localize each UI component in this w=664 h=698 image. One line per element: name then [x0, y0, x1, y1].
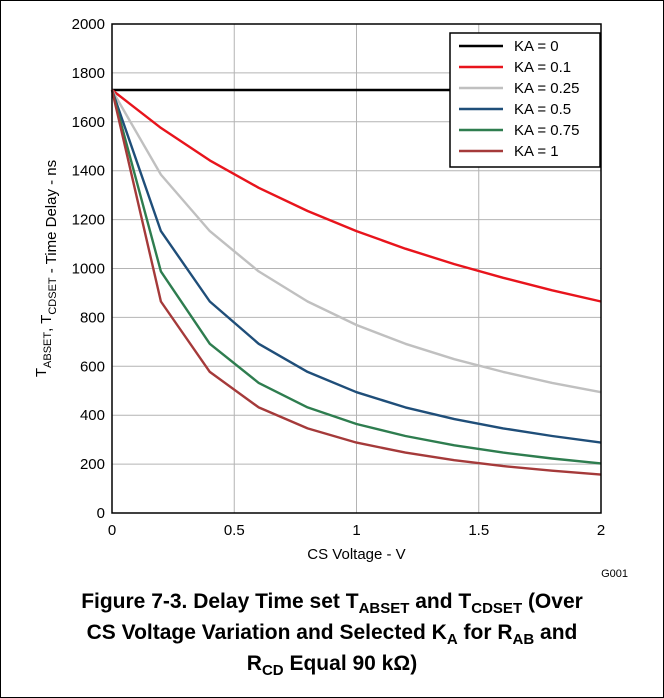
y-tick-label: 600: [80, 358, 105, 375]
y-tick-label: 400: [80, 407, 105, 424]
y-tick-label: 800: [80, 309, 105, 326]
y-tick-label: 1600: [72, 114, 105, 131]
delay-time-chart: 0 0.5 1 1.5 2 0 200 400 600 800 1000 1200 1400 1600 18…: [33, 16, 628, 580]
legend-box: [449, 32, 601, 168]
x-tick-label: 1.5: [468, 522, 489, 539]
legend: KA = 0 KA = 0.1 KA = 0.25 KA = 0.5 KA = 0.75…: [449, 32, 601, 168]
tick-labels: 0 0.5 1 1.5 2 0 200 400 600 800 1000 1200 1400 1600 18…: [72, 16, 606, 539]
caption-line-1: Figure 7-3. Delay Time set TABSET and TC…: [81, 590, 583, 617]
legend-label: KA = 1: [514, 143, 559, 160]
y-tick-label: 200: [80, 456, 105, 473]
caption-line-3: RCD Equal 90 kΩ): [246, 652, 418, 679]
plot-area-border: [111, 23, 602, 514]
legend-label: KA = 0.25: [514, 80, 579, 97]
legend-label: KA = 0.75: [514, 122, 579, 139]
y-tick-label: 1000: [72, 261, 105, 278]
series-line-3: [110, 89, 602, 444]
y-tick-label: 0: [97, 505, 105, 522]
legend-label: KA = 0: [514, 38, 559, 55]
caption-line-2: CS Voltage Variation and Selected KA for…: [86, 621, 578, 648]
series-line-5: [110, 89, 602, 476]
y-tick-label: 2000: [72, 16, 105, 33]
series-line-2: [110, 89, 602, 394]
y-tick-label: 1200: [72, 212, 105, 229]
series-line-1: [111, 89, 602, 303]
x-tick-label: 0.5: [224, 522, 245, 539]
legend-label: KA = 0.1: [514, 59, 571, 76]
x-axis-label: CS Voltage - V: [307, 546, 405, 563]
x-tick-label: 0: [108, 522, 116, 539]
figure-caption: Figure 7-3. Delay Time set TABSET and TC…: [0, 586, 664, 679]
legend-label: KA = 0.5: [514, 101, 571, 118]
series-line-4: [110, 89, 602, 465]
x-tick-label: 1: [352, 522, 360, 539]
x-tick-label: 2: [597, 522, 605, 539]
figure-code-label: G001: [601, 568, 628, 580]
y-axis-label: TABSET, TCDSET - Time Delay - ns: [33, 160, 60, 377]
y-tick-label: 1400: [72, 163, 105, 180]
y-tick-label: 1800: [72, 65, 105, 82]
